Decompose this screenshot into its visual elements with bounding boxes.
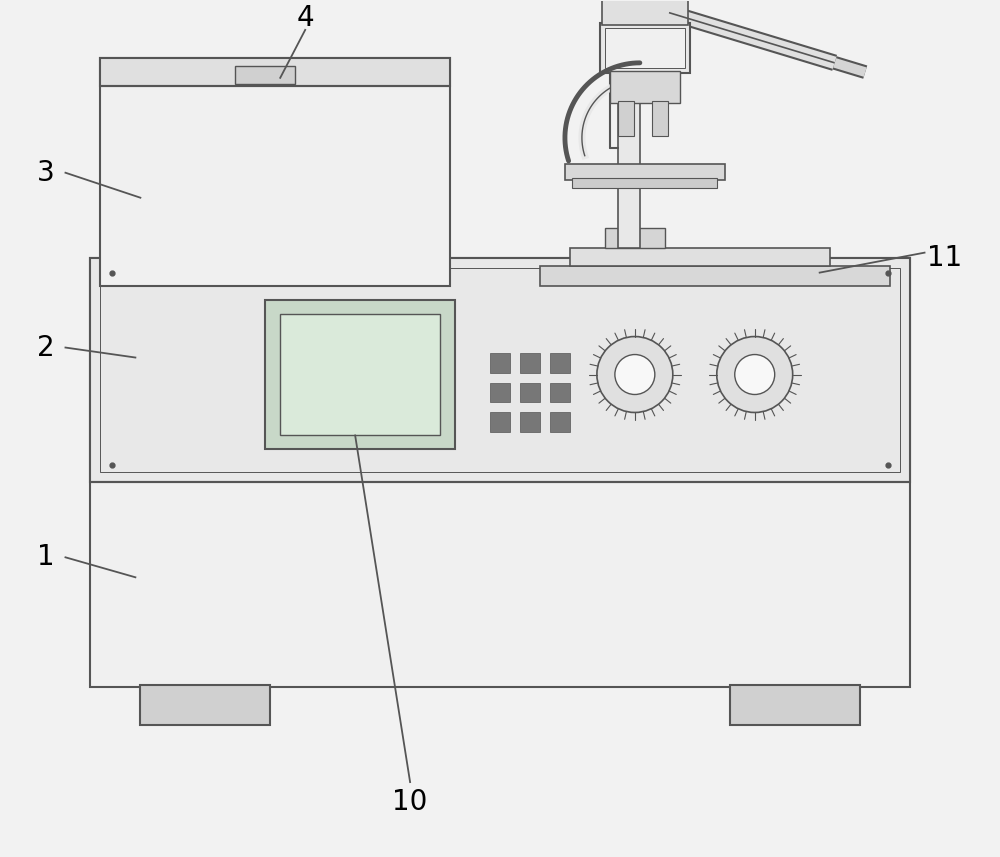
Bar	[572, 177, 717, 188]
Bar	[618, 101, 634, 135]
Text: 4: 4	[296, 4, 314, 32]
Circle shape	[597, 337, 673, 412]
Bar	[550, 352, 570, 373]
Bar	[610, 71, 680, 103]
Bar	[265, 300, 455, 449]
Text: 3: 3	[37, 159, 54, 187]
Bar	[565, 164, 725, 180]
Bar	[100, 58, 450, 86]
Bar	[730, 686, 860, 725]
Bar	[602, 0, 688, 25]
Bar	[520, 382, 540, 403]
Text: 1: 1	[37, 543, 54, 572]
Bar	[520, 412, 540, 433]
Circle shape	[735, 355, 775, 394]
Bar	[618, 38, 640, 248]
Text: 2: 2	[37, 333, 54, 362]
Bar	[570, 248, 830, 266]
Circle shape	[717, 337, 793, 412]
Text: 10: 10	[392, 788, 428, 816]
Bar	[605, 228, 665, 248]
Bar	[490, 412, 510, 433]
Bar	[605, 28, 685, 68]
Bar	[520, 352, 540, 373]
Bar	[235, 66, 295, 84]
Bar	[90, 258, 910, 687]
Bar	[280, 314, 440, 435]
Bar	[100, 267, 900, 472]
Bar	[90, 258, 910, 482]
Bar	[490, 352, 510, 373]
Bar	[100, 58, 450, 285]
Bar	[490, 382, 510, 403]
Bar	[540, 266, 890, 285]
Bar	[140, 686, 270, 725]
Bar	[550, 412, 570, 433]
Text: 11: 11	[927, 243, 962, 272]
Circle shape	[615, 355, 655, 394]
Bar	[600, 23, 690, 73]
Bar	[652, 101, 668, 135]
Bar	[550, 382, 570, 403]
